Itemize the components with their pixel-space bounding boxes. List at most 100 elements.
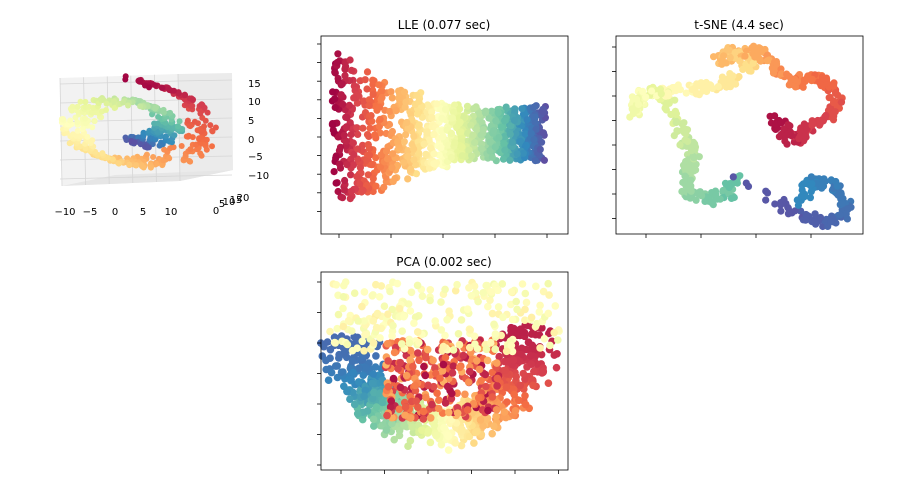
data-point	[400, 138, 408, 146]
data-point	[349, 368, 358, 377]
data-point	[816, 117, 825, 125]
data-point	[426, 414, 435, 422]
data-point	[508, 138, 516, 146]
data-point	[444, 446, 453, 454]
data-point	[406, 346, 415, 355]
data-point	[515, 396, 523, 405]
data-point	[360, 392, 368, 401]
data-point	[809, 120, 817, 128]
data-point	[369, 415, 378, 424]
data-point	[346, 56, 354, 64]
data-point	[361, 331, 369, 339]
data-point	[349, 161, 358, 169]
data-point	[697, 79, 705, 87]
data-point	[481, 109, 489, 117]
data-point	[337, 368, 346, 377]
data-point	[182, 92, 189, 99]
data-point	[418, 426, 426, 435]
data-point	[343, 340, 352, 349]
data-point	[808, 75, 816, 83]
data-point	[510, 390, 518, 399]
data-point	[680, 119, 688, 127]
data-point	[550, 351, 559, 359]
data-point	[662, 103, 670, 111]
data-point	[339, 100, 347, 108]
data-point	[415, 97, 423, 105]
data-point	[545, 291, 553, 299]
data-point	[429, 356, 437, 365]
data-point	[212, 124, 219, 131]
data-point	[372, 352, 380, 360]
data-point	[497, 123, 505, 131]
data-point	[369, 76, 377, 84]
data-point	[832, 177, 840, 186]
z-tick-label: 15	[248, 79, 261, 90]
data-point	[402, 98, 410, 106]
data-point	[407, 165, 415, 173]
data-point	[445, 307, 453, 316]
data-point	[518, 105, 526, 113]
data-point	[415, 338, 423, 347]
data-point	[684, 164, 692, 172]
data-point	[349, 388, 357, 397]
data-point	[471, 340, 479, 348]
data-point	[410, 319, 418, 328]
data-point	[145, 144, 152, 151]
data-point	[358, 353, 367, 362]
data-point	[354, 378, 363, 386]
data-point	[139, 163, 145, 170]
data-point	[122, 76, 129, 83]
data-point	[360, 317, 369, 325]
data-point	[437, 326, 446, 334]
data-point	[413, 110, 422, 118]
data-point	[341, 176, 349, 185]
data-point	[532, 282, 540, 291]
data-point	[678, 187, 686, 196]
data-point	[330, 338, 339, 347]
data-point	[360, 288, 369, 296]
data-point	[554, 336, 562, 344]
data-point	[430, 160, 438, 168]
data-point	[359, 124, 367, 132]
data-point	[461, 390, 469, 399]
data-point	[463, 305, 472, 314]
data-point	[493, 382, 501, 390]
data-point	[438, 114, 446, 122]
data-point	[334, 310, 343, 319]
data-point	[438, 367, 447, 375]
data-point	[551, 302, 560, 310]
data-point	[386, 287, 394, 296]
data-point	[161, 109, 167, 116]
data-point	[679, 178, 687, 187]
data-point	[465, 432, 474, 441]
y-tick-label: 20	[237, 193, 250, 204]
data-point	[346, 395, 354, 404]
data-point	[109, 156, 116, 163]
data-point	[476, 110, 484, 118]
data-point	[628, 93, 637, 101]
data-point	[420, 362, 428, 371]
data-point	[91, 118, 98, 125]
data-point	[763, 189, 772, 197]
data-point	[513, 305, 521, 314]
data-point	[519, 149, 528, 157]
data-point	[437, 440, 446, 449]
data-point	[365, 151, 374, 159]
data-point	[493, 286, 502, 295]
data-point	[424, 381, 432, 390]
data-point	[836, 211, 844, 219]
data-point	[384, 357, 393, 365]
data-point	[339, 322, 348, 331]
data-point	[326, 345, 335, 354]
data-point	[74, 119, 81, 126]
data-point	[486, 296, 494, 305]
data-point	[479, 126, 487, 134]
data-point	[471, 138, 479, 147]
data-point	[350, 94, 358, 102]
data-point	[519, 369, 528, 378]
data-point	[336, 143, 345, 151]
data-point	[421, 371, 430, 380]
data-point	[342, 137, 350, 145]
data-point	[444, 141, 452, 149]
data-point	[394, 161, 402, 169]
